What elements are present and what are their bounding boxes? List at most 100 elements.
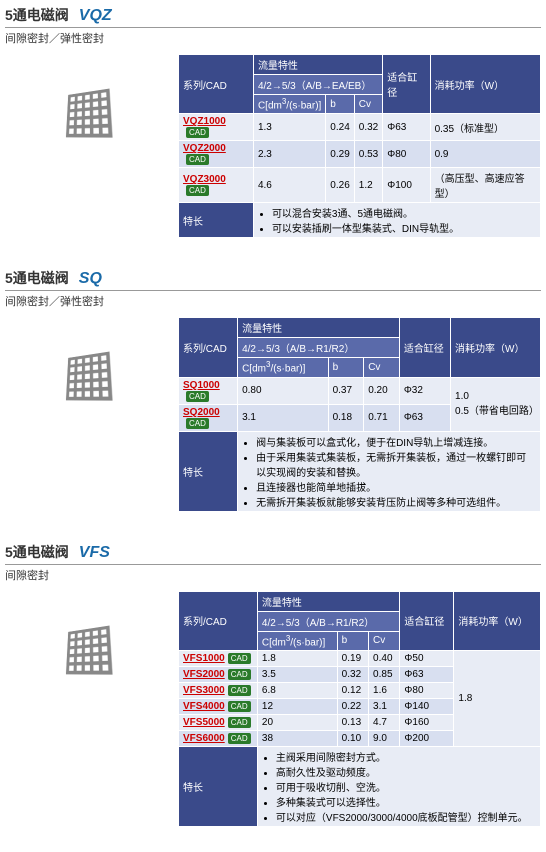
cell-cv: 1.2: [354, 168, 382, 203]
cell-bore: Φ160: [400, 714, 454, 730]
cell-bore: Φ32: [399, 377, 450, 404]
cad-badge[interactable]: CAD: [228, 653, 251, 664]
cell-bore: Φ50: [400, 650, 454, 666]
series-link[interactable]: VQZ3000: [183, 174, 226, 185]
cell-series: VQZ1000CAD: [179, 114, 254, 141]
cad-badge[interactable]: CAD: [186, 391, 209, 402]
cell-series: SQ1000CAD: [179, 377, 238, 404]
table-row: VQZ1000CAD1.30.240.32Φ630.35（标准型）: [179, 114, 541, 141]
cell-power: 1.8: [454, 650, 541, 746]
cad-badge[interactable]: CAD: [186, 185, 209, 196]
series-link[interactable]: SQ1000: [183, 380, 220, 391]
feature-list: 阀与集装板可以盒式化，便于在DIN导轨上增减连接。由于采用集装式集装板，无需拆开…: [242, 434, 536, 509]
product-image: ▦: [5, 317, 170, 427]
content-row: ▦系列/CAD流量特性适合缸径消耗功率（W）4/2→5/3（A/B→R1/R2）…: [5, 591, 541, 827]
cell-b: 0.22: [337, 698, 368, 714]
col-cv: Cv: [354, 95, 382, 114]
spec-table: 系列/CAD流量特性适合缸径消耗功率（W）4/2→5/3（A/B→R1/R2）C…: [178, 317, 541, 511]
section-title: 5通电磁阀 SQ: [5, 268, 541, 291]
cad-badge[interactable]: CAD: [228, 701, 251, 712]
series-link[interactable]: VQZ1000: [183, 116, 226, 127]
cell-bore: Φ80: [400, 682, 454, 698]
cad-badge[interactable]: CAD: [186, 154, 209, 165]
col-flow-unit: C[dm3/(s·bar)]: [257, 631, 337, 650]
cell-b: 0.26: [326, 168, 354, 203]
product-image: ▦: [5, 591, 170, 701]
cad-badge[interactable]: CAD: [186, 418, 209, 429]
title-main: 5通电磁阀: [5, 270, 69, 286]
series-link[interactable]: VFS3000: [183, 685, 225, 696]
col-power: 消耗功率（W）: [451, 318, 541, 377]
col-power: 消耗功率（W）: [430, 55, 540, 114]
cad-badge[interactable]: CAD: [186, 127, 209, 138]
content-row: ▦系列/CAD流量特性适合缸径消耗功率（W）4/2→5/3（A/B→R1/R2）…: [5, 317, 541, 511]
feature-item: 无需拆开集装板就能够安装背压防止阀等多种可选组件。: [256, 494, 536, 509]
cell-bore: Φ200: [400, 730, 454, 746]
col-power: 消耗功率（W）: [454, 591, 541, 650]
cell-bore: Φ100: [383, 168, 430, 203]
cell-b: 0.24: [326, 114, 354, 141]
series-link[interactable]: VFS2000: [183, 669, 225, 680]
series-link[interactable]: VQZ2000: [183, 143, 226, 154]
cell-c: 20: [257, 714, 337, 730]
series-link[interactable]: SQ2000: [183, 407, 220, 418]
col-flow-unit: C[dm3/(s·bar)]: [253, 95, 325, 114]
cell-series: VQZ2000CAD: [179, 141, 254, 168]
spec-table: 系列/CAD流量特性适合缸径消耗功率（W）4/2→5/3（A/B→R1/R2）C…: [178, 591, 541, 827]
cell-c: 3.5: [257, 666, 337, 682]
cell-bore: Φ140: [400, 698, 454, 714]
subtitle: 间隙密封: [5, 567, 541, 583]
feature-label: 特长: [179, 431, 238, 511]
col-b: b: [328, 358, 364, 377]
table-row: VQZ2000CAD2.30.290.53Φ800.9: [179, 141, 541, 168]
cell-b: 0.12: [337, 682, 368, 698]
title-series: SQ: [79, 270, 102, 287]
col-series: 系列/CAD: [179, 591, 258, 650]
title-main: 5通电磁阀: [5, 544, 69, 560]
valve-icon: ▦: [61, 73, 120, 148]
series-link[interactable]: VFS4000: [183, 701, 225, 712]
col-b: b: [337, 631, 368, 650]
series-link[interactable]: VFS1000: [183, 653, 225, 664]
product-image: ▦: [5, 54, 170, 164]
valve-icon: ▦: [61, 336, 120, 411]
cell-series: VFS4000CAD: [179, 698, 258, 714]
cell-c: 12: [257, 698, 337, 714]
subtitle: 间隙密封／弹性密封: [5, 30, 541, 46]
cell-cv: 0.20: [364, 377, 400, 404]
cell-b: 0.32: [337, 666, 368, 682]
cell-cv: 0.85: [369, 666, 400, 682]
title-series: VQZ: [79, 7, 112, 24]
section-title: 5通电磁阀VFS: [5, 542, 541, 565]
cell-c: 4.6: [253, 168, 325, 203]
cad-badge[interactable]: CAD: [228, 669, 251, 680]
cell-c: 1.3: [253, 114, 325, 141]
spec-table: 系列/CAD流量特性适合缸径消耗功率（W）4/2→5/3（A/B→EA/EB）C…: [178, 54, 541, 238]
cell-cv: 0.71: [364, 404, 400, 431]
cell-b: 0.37: [328, 377, 364, 404]
col-series: 系列/CAD: [179, 318, 238, 377]
feature-item: 且连接器也能简单地插拔。: [256, 479, 536, 494]
section-vfs: 5通电磁阀VFS 间隙密封 ▦系列/CAD流量特性适合缸径消耗功率（W）4/2→5/…: [0, 537, 546, 832]
col-flow: 流量特性: [238, 318, 400, 338]
cell-cv: 0.40: [369, 650, 400, 666]
col-flow-unit: C[dm3/(s·bar)]: [238, 358, 329, 377]
cell-series: VFS1000CAD: [179, 650, 258, 666]
title-main: 5通电磁阀: [5, 7, 69, 23]
series-link[interactable]: VFS6000: [183, 733, 225, 744]
col-flow: 流量特性: [253, 55, 382, 75]
series-link[interactable]: VFS5000: [183, 717, 225, 728]
cell-cv: 0.53: [354, 141, 382, 168]
feature-item: 可以对应（VFS2000/3000/4000底板配管型）控制单元。: [276, 809, 536, 824]
cell-b: 0.19: [337, 650, 368, 666]
cad-badge[interactable]: CAD: [228, 685, 251, 696]
cell-series: VFS2000CAD: [179, 666, 258, 682]
cell-c: 0.80: [238, 377, 329, 404]
feature-list: 主阀采用间隙密封方式。高耐久性及驱动频度。可用于吸收切削、空洗。多种集装式可以选…: [262, 749, 536, 824]
table-row: SQ1000CAD0.800.370.20Φ321.00.5（带省电回路）: [179, 377, 541, 404]
cad-badge[interactable]: CAD: [228, 733, 251, 744]
col-cv: Cv: [369, 631, 400, 650]
cell-c: 1.8: [257, 650, 337, 666]
cad-badge[interactable]: CAD: [228, 717, 251, 728]
feature-cell: 可以混合安装3通、5通电磁阀。可以安装插刷一体型集装式、DIN导轨型。: [253, 203, 540, 238]
